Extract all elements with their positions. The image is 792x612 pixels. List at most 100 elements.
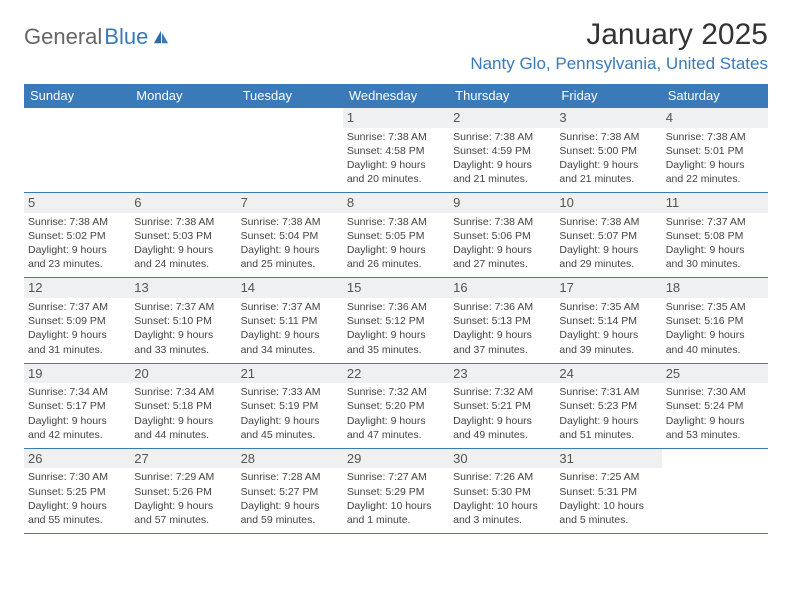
day-cell: 16Sunrise: 7:36 AM Sunset: 5:13 PM Dayli… xyxy=(449,278,555,363)
day-number: 2 xyxy=(449,108,555,128)
day-info: Sunrise: 7:37 AM Sunset: 5:11 PM Dayligh… xyxy=(241,300,339,357)
day-cell: 2Sunrise: 7:38 AM Sunset: 4:59 PM Daylig… xyxy=(449,108,555,193)
day-info: Sunrise: 7:38 AM Sunset: 5:07 PM Dayligh… xyxy=(559,215,657,272)
day-info: Sunrise: 7:38 AM Sunset: 4:59 PM Dayligh… xyxy=(453,130,551,187)
day-cell: 8Sunrise: 7:38 AM Sunset: 5:05 PM Daylig… xyxy=(343,193,449,278)
day-info: Sunrise: 7:36 AM Sunset: 5:12 PM Dayligh… xyxy=(347,300,445,357)
logo-text-blue: Blue xyxy=(104,24,148,50)
day-info: Sunrise: 7:36 AM Sunset: 5:13 PM Dayligh… xyxy=(453,300,551,357)
day-number: 23 xyxy=(449,364,555,384)
logo-text-general: General xyxy=(24,24,102,50)
day-number: 9 xyxy=(449,193,555,213)
day-info: Sunrise: 7:34 AM Sunset: 5:17 PM Dayligh… xyxy=(28,385,126,442)
day-header: Thursday xyxy=(449,84,555,108)
day-cell: 24Sunrise: 7:31 AM Sunset: 5:23 PM Dayli… xyxy=(555,363,661,448)
day-number: 30 xyxy=(449,449,555,469)
day-cell: 31Sunrise: 7:25 AM Sunset: 5:31 PM Dayli… xyxy=(555,448,661,533)
day-number: 13 xyxy=(130,278,236,298)
empty-cell xyxy=(24,108,130,193)
day-number: 31 xyxy=(555,449,661,469)
day-header: Tuesday xyxy=(237,84,343,108)
day-info: Sunrise: 7:25 AM Sunset: 5:31 PM Dayligh… xyxy=(559,470,657,527)
week-row: 12Sunrise: 7:37 AM Sunset: 5:09 PM Dayli… xyxy=(24,278,768,363)
sail-icon xyxy=(152,29,170,45)
day-number: 17 xyxy=(555,278,661,298)
day-cell: 18Sunrise: 7:35 AM Sunset: 5:16 PM Dayli… xyxy=(662,278,768,363)
day-number: 29 xyxy=(343,449,449,469)
day-info: Sunrise: 7:38 AM Sunset: 5:02 PM Dayligh… xyxy=(28,215,126,272)
day-info: Sunrise: 7:37 AM Sunset: 5:10 PM Dayligh… xyxy=(134,300,232,357)
day-info: Sunrise: 7:35 AM Sunset: 5:14 PM Dayligh… xyxy=(559,300,657,357)
week-row: 1Sunrise: 7:38 AM Sunset: 4:58 PM Daylig… xyxy=(24,108,768,193)
day-info: Sunrise: 7:28 AM Sunset: 5:27 PM Dayligh… xyxy=(241,470,339,527)
day-number: 11 xyxy=(662,193,768,213)
logo: General Blue xyxy=(24,18,170,50)
month-title: January 2025 xyxy=(470,18,768,52)
day-number: 12 xyxy=(24,278,130,298)
day-number: 27 xyxy=(130,449,236,469)
day-number: 18 xyxy=(662,278,768,298)
day-cell: 7Sunrise: 7:38 AM Sunset: 5:04 PM Daylig… xyxy=(237,193,343,278)
day-number: 19 xyxy=(24,364,130,384)
day-number: 24 xyxy=(555,364,661,384)
day-cell: 12Sunrise: 7:37 AM Sunset: 5:09 PM Dayli… xyxy=(24,278,130,363)
day-info: Sunrise: 7:35 AM Sunset: 5:16 PM Dayligh… xyxy=(666,300,764,357)
day-info: Sunrise: 7:38 AM Sunset: 5:05 PM Dayligh… xyxy=(347,215,445,272)
day-info: Sunrise: 7:29 AM Sunset: 5:26 PM Dayligh… xyxy=(134,470,232,527)
day-cell: 29Sunrise: 7:27 AM Sunset: 5:29 PM Dayli… xyxy=(343,448,449,533)
day-cell: 10Sunrise: 7:38 AM Sunset: 5:07 PM Dayli… xyxy=(555,193,661,278)
day-header-row: SundayMondayTuesdayWednesdayThursdayFrid… xyxy=(24,84,768,108)
day-number: 1 xyxy=(343,108,449,128)
empty-cell xyxy=(130,108,236,193)
day-cell: 1Sunrise: 7:38 AM Sunset: 4:58 PM Daylig… xyxy=(343,108,449,193)
day-info: Sunrise: 7:34 AM Sunset: 5:18 PM Dayligh… xyxy=(134,385,232,442)
day-info: Sunrise: 7:31 AM Sunset: 5:23 PM Dayligh… xyxy=(559,385,657,442)
day-info: Sunrise: 7:32 AM Sunset: 5:21 PM Dayligh… xyxy=(453,385,551,442)
day-number: 10 xyxy=(555,193,661,213)
week-row: 5Sunrise: 7:38 AM Sunset: 5:02 PM Daylig… xyxy=(24,193,768,278)
day-cell: 9Sunrise: 7:38 AM Sunset: 5:06 PM Daylig… xyxy=(449,193,555,278)
day-cell: 25Sunrise: 7:30 AM Sunset: 5:24 PM Dayli… xyxy=(662,363,768,448)
day-info: Sunrise: 7:27 AM Sunset: 5:29 PM Dayligh… xyxy=(347,470,445,527)
day-cell: 28Sunrise: 7:28 AM Sunset: 5:27 PM Dayli… xyxy=(237,448,343,533)
day-info: Sunrise: 7:30 AM Sunset: 5:24 PM Dayligh… xyxy=(666,385,764,442)
day-cell: 4Sunrise: 7:38 AM Sunset: 5:01 PM Daylig… xyxy=(662,108,768,193)
day-info: Sunrise: 7:33 AM Sunset: 5:19 PM Dayligh… xyxy=(241,385,339,442)
day-info: Sunrise: 7:38 AM Sunset: 5:01 PM Dayligh… xyxy=(666,130,764,187)
day-cell: 27Sunrise: 7:29 AM Sunset: 5:26 PM Dayli… xyxy=(130,448,236,533)
day-cell: 19Sunrise: 7:34 AM Sunset: 5:17 PM Dayli… xyxy=(24,363,130,448)
week-row: 26Sunrise: 7:30 AM Sunset: 5:25 PM Dayli… xyxy=(24,448,768,533)
day-cell: 15Sunrise: 7:36 AM Sunset: 5:12 PM Dayli… xyxy=(343,278,449,363)
day-header: Friday xyxy=(555,84,661,108)
day-number: 21 xyxy=(237,364,343,384)
empty-cell xyxy=(237,108,343,193)
title-block: January 2025 Nanty Glo, Pennsylvania, Un… xyxy=(470,18,768,74)
day-number: 6 xyxy=(130,193,236,213)
day-info: Sunrise: 7:37 AM Sunset: 5:08 PM Dayligh… xyxy=(666,215,764,272)
day-info: Sunrise: 7:38 AM Sunset: 4:58 PM Dayligh… xyxy=(347,130,445,187)
day-cell: 17Sunrise: 7:35 AM Sunset: 5:14 PM Dayli… xyxy=(555,278,661,363)
day-cell: 13Sunrise: 7:37 AM Sunset: 5:10 PM Dayli… xyxy=(130,278,236,363)
day-info: Sunrise: 7:37 AM Sunset: 5:09 PM Dayligh… xyxy=(28,300,126,357)
header: General Blue January 2025 Nanty Glo, Pen… xyxy=(24,18,768,74)
day-info: Sunrise: 7:38 AM Sunset: 5:06 PM Dayligh… xyxy=(453,215,551,272)
day-cell: 30Sunrise: 7:26 AM Sunset: 5:30 PM Dayli… xyxy=(449,448,555,533)
day-number: 25 xyxy=(662,364,768,384)
day-cell: 11Sunrise: 7:37 AM Sunset: 5:08 PM Dayli… xyxy=(662,193,768,278)
day-number: 8 xyxy=(343,193,449,213)
day-info: Sunrise: 7:30 AM Sunset: 5:25 PM Dayligh… xyxy=(28,470,126,527)
location: Nanty Glo, Pennsylvania, United States xyxy=(470,54,768,74)
day-cell: 23Sunrise: 7:32 AM Sunset: 5:21 PM Dayli… xyxy=(449,363,555,448)
day-number: 22 xyxy=(343,364,449,384)
day-info: Sunrise: 7:38 AM Sunset: 5:03 PM Dayligh… xyxy=(134,215,232,272)
calendar-table: SundayMondayTuesdayWednesdayThursdayFrid… xyxy=(24,84,768,533)
day-cell: 26Sunrise: 7:30 AM Sunset: 5:25 PM Dayli… xyxy=(24,448,130,533)
day-info: Sunrise: 7:38 AM Sunset: 5:00 PM Dayligh… xyxy=(559,130,657,187)
day-cell: 14Sunrise: 7:37 AM Sunset: 5:11 PM Dayli… xyxy=(237,278,343,363)
day-cell: 21Sunrise: 7:33 AM Sunset: 5:19 PM Dayli… xyxy=(237,363,343,448)
day-info: Sunrise: 7:32 AM Sunset: 5:20 PM Dayligh… xyxy=(347,385,445,442)
day-cell: 3Sunrise: 7:38 AM Sunset: 5:00 PM Daylig… xyxy=(555,108,661,193)
day-cell: 20Sunrise: 7:34 AM Sunset: 5:18 PM Dayli… xyxy=(130,363,236,448)
bottom-rule xyxy=(24,533,768,534)
day-number: 28 xyxy=(237,449,343,469)
